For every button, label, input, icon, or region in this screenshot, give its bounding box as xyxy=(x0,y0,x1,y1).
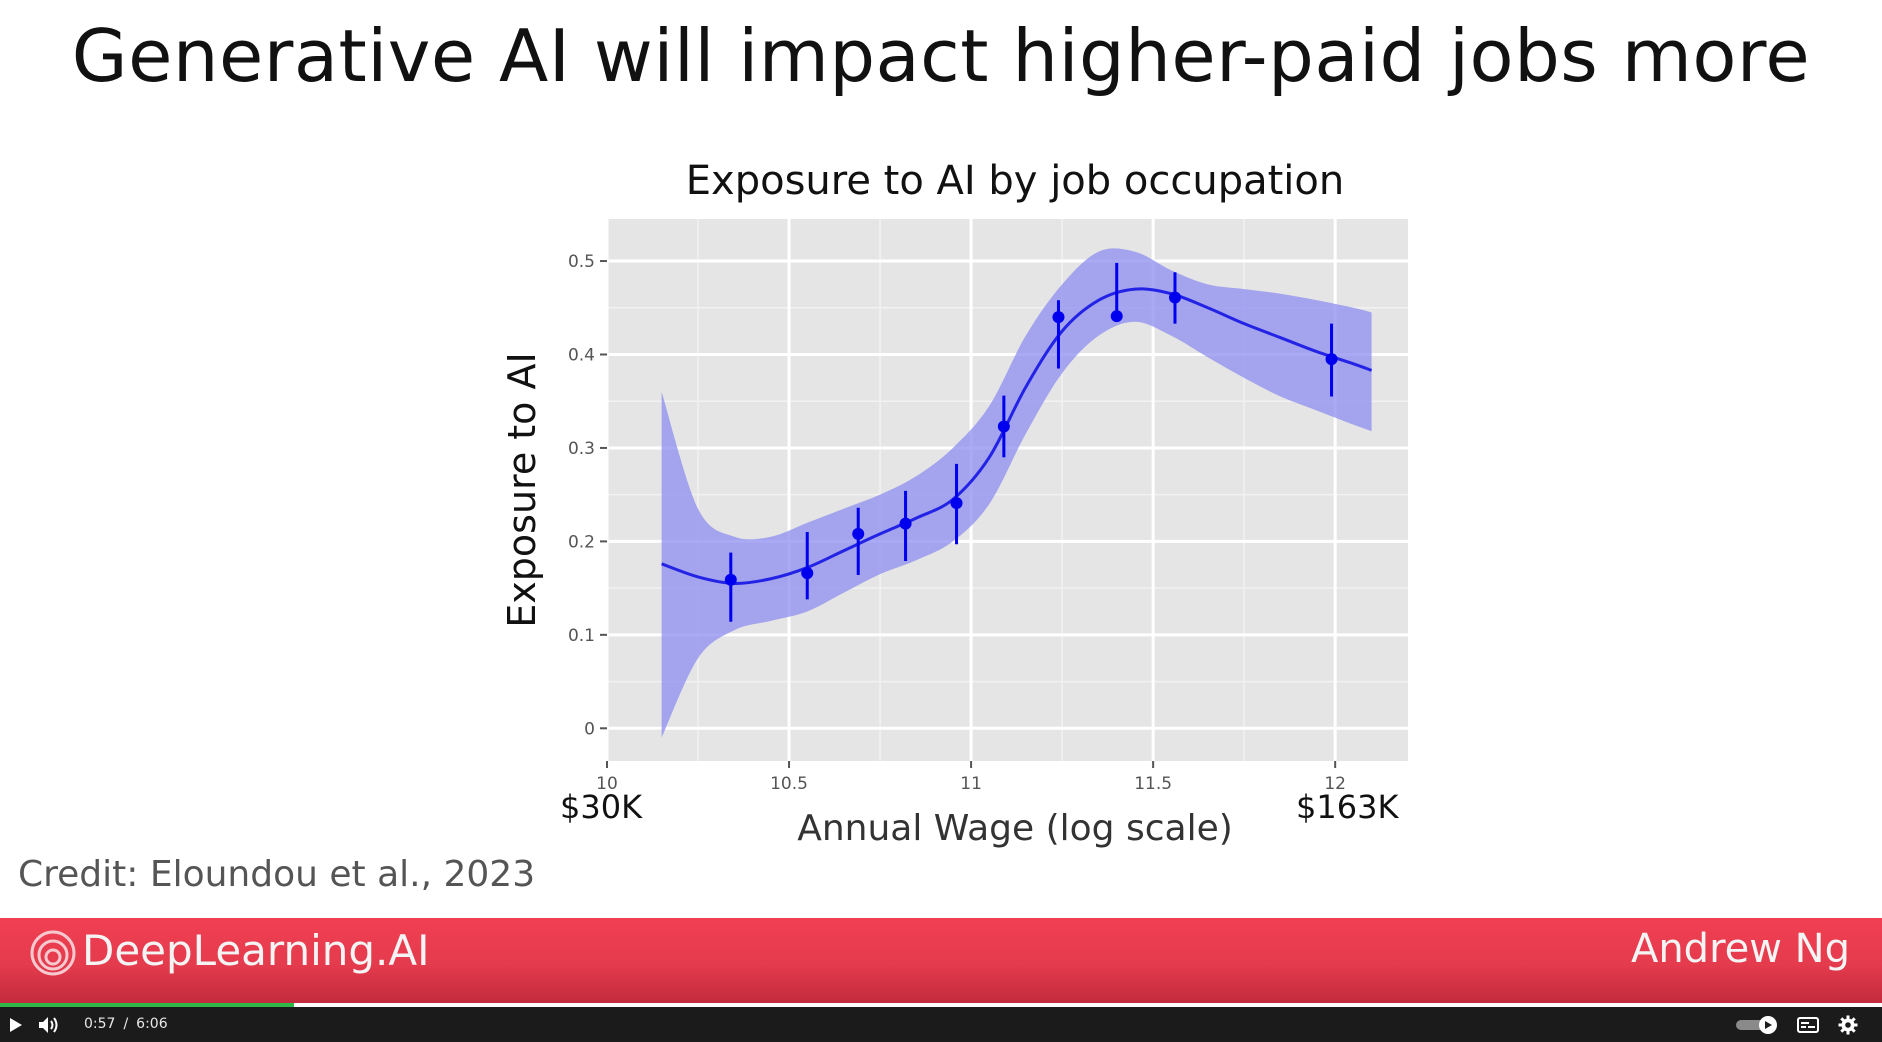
brand-bar: DeepLearning.AI Andrew Ng xyxy=(0,918,1882,1003)
x-tick-label: 11.5 xyxy=(1134,774,1172,794)
chart-title: Exposure to AI by job occupation xyxy=(686,158,1344,204)
data-point xyxy=(1110,310,1123,323)
time-display: 0:57 / 6:06 xyxy=(84,1016,168,1032)
y-tick-label: 0.3 xyxy=(568,439,595,459)
y-axis-label: Exposure to AI xyxy=(500,352,544,627)
data-point xyxy=(950,497,963,510)
data-point xyxy=(801,567,814,580)
data-point xyxy=(852,527,865,540)
play-icon[interactable] xyxy=(4,1013,28,1037)
slide: Generative AI will impact higher-paid jo… xyxy=(18,14,1811,895)
confidence-band xyxy=(661,248,1372,738)
x-tick-label: 11 xyxy=(960,774,982,794)
settings-icon[interactable] xyxy=(1836,1013,1860,1037)
autoplay-toggle-icon[interactable] xyxy=(1734,1015,1780,1035)
data-point xyxy=(724,573,737,586)
progress-fill xyxy=(0,1003,294,1007)
x-tick-label: 10 xyxy=(596,774,618,794)
wage-low-label: $30K xyxy=(560,788,643,826)
data-point xyxy=(899,517,912,530)
fit-line xyxy=(661,287,1373,585)
progress-bar[interactable] xyxy=(0,1003,1882,1007)
data-point xyxy=(1325,353,1338,366)
y-tick-label: 0.4 xyxy=(568,346,595,366)
data-point xyxy=(1168,291,1181,304)
time-separator: / xyxy=(123,1016,129,1032)
y-tick-label: 0.1 xyxy=(568,626,595,646)
exposure-chart: 0 0.1 0.2 0.3 0.4 0.5 10 10.5 11 11.5 12 Exposure … xyxy=(500,158,1408,849)
y-tick-label: 0.5 xyxy=(568,252,595,272)
deeplearning-logo-icon xyxy=(30,930,76,976)
presenter-name: Andrew Ng xyxy=(1630,926,1850,972)
credit-text: Credit: Eloundou et al., 2023 xyxy=(18,854,536,895)
x-tick-label: 12 xyxy=(1324,774,1346,794)
volume-icon[interactable] xyxy=(36,1013,62,1037)
y-tick-label: 0.2 xyxy=(568,532,595,552)
x-axis-label: Annual Wage (log scale) xyxy=(797,808,1233,849)
y-tick-label: 0 xyxy=(584,719,595,739)
captions-icon[interactable] xyxy=(1796,1014,1820,1036)
data-point xyxy=(1052,311,1065,324)
current-time: 0:57 xyxy=(84,1016,116,1032)
duration: 6:06 xyxy=(136,1016,168,1032)
wage-high-label: $163K xyxy=(1296,788,1399,826)
data-point xyxy=(997,420,1010,433)
slide-title: Generative AI will impact higher-paid jo… xyxy=(71,14,1811,98)
player-controls: 0:57 / 6:06 xyxy=(0,1007,1882,1042)
brand-name: DeepLearning.AI xyxy=(82,926,430,975)
x-tick-label: 10.5 xyxy=(770,774,808,794)
